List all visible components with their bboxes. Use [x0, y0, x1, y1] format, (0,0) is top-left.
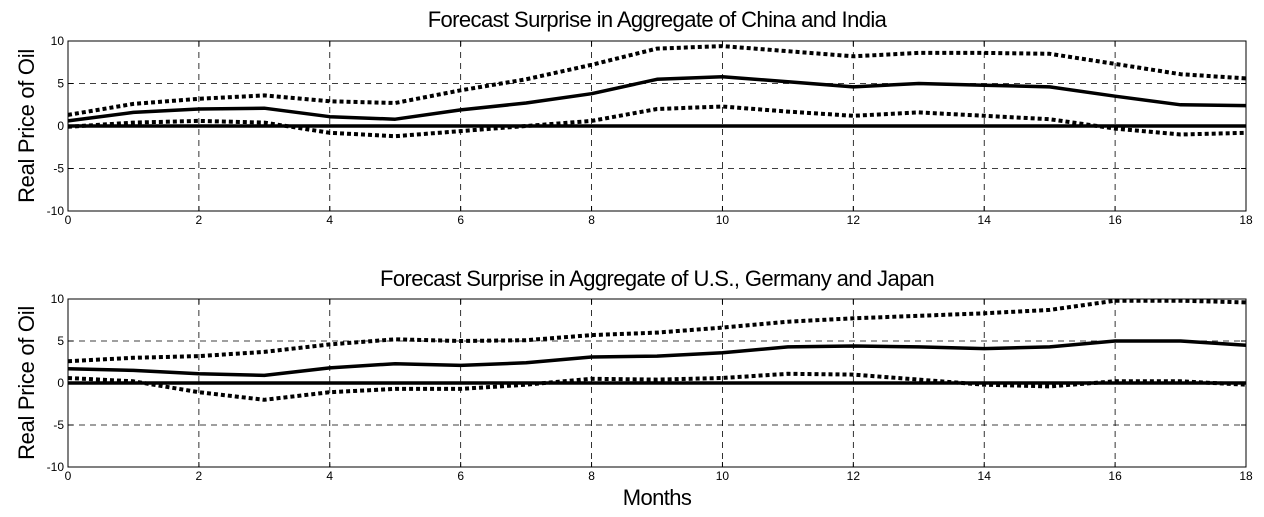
x-tick-label: 8	[588, 213, 595, 227]
y-tick-label: -5	[53, 418, 64, 432]
series-line-3	[67, 371, 1247, 402]
x-tick-label: 2	[196, 213, 203, 227]
x-tick-label: 14	[978, 213, 992, 227]
x-tick-label: 4	[326, 213, 333, 227]
series-line-2	[67, 298, 1247, 364]
x-tick-label: 16	[1108, 469, 1122, 483]
y-tick-label: 5	[57, 77, 64, 91]
chart-title: Forecast Surprise in Aggregate of China …	[428, 7, 888, 32]
x-tick-label: 2	[196, 469, 203, 483]
x-tick-label: 8	[588, 469, 595, 483]
x-tick-label: 10	[716, 213, 730, 227]
x-tick-label: 6	[457, 469, 464, 483]
x-tick-label: 10	[716, 469, 730, 483]
series-line-3	[67, 104, 1247, 139]
x-tick-label: 18	[1239, 213, 1253, 227]
chart-panel-2: 0 2 4 6 8 10 12 14 16 18 -10 -5 0 5 10 Forecast Surpris…	[14, 266, 1253, 510]
series-line-1	[67, 74, 1247, 123]
y-tick-label: 0	[57, 119, 64, 133]
x-tick-label: 14	[978, 469, 992, 483]
y-tick-label: 5	[57, 334, 64, 348]
y-tick-label: -10	[47, 460, 65, 474]
x-tick-label: 16	[1108, 213, 1122, 227]
x-tick-label: 18	[1239, 469, 1253, 483]
y-tick-label: 0	[57, 376, 64, 390]
x-tick-label: 4	[326, 469, 333, 483]
x-tick-label: 0	[65, 213, 72, 227]
x-tick-label: 12	[847, 469, 861, 483]
y-tick-label: 10	[51, 292, 65, 306]
chart-title: Forecast Surprise in Aggregate of U.S., …	[380, 266, 934, 291]
series-line-1	[67, 339, 1247, 378]
series-line-2	[67, 44, 1247, 117]
x-tick-label: 0	[65, 469, 72, 483]
chart-panel-1: 0 2 4 6 8 10 12 14 16 18 -10 -5 0 5 10 Forecast Surpris…	[14, 7, 1253, 227]
y-tick-label: -10	[47, 204, 65, 218]
x-tick-label: 6	[457, 213, 464, 227]
x-axis-label: Months	[623, 485, 692, 510]
x-tick-label: 12	[847, 213, 861, 227]
y-tick-label: -5	[53, 162, 64, 176]
y-axis-label: Real Price of Oil	[14, 49, 39, 203]
y-axis-label: Real Price of Oil	[14, 306, 39, 460]
y-tick-label: 10	[51, 34, 65, 48]
